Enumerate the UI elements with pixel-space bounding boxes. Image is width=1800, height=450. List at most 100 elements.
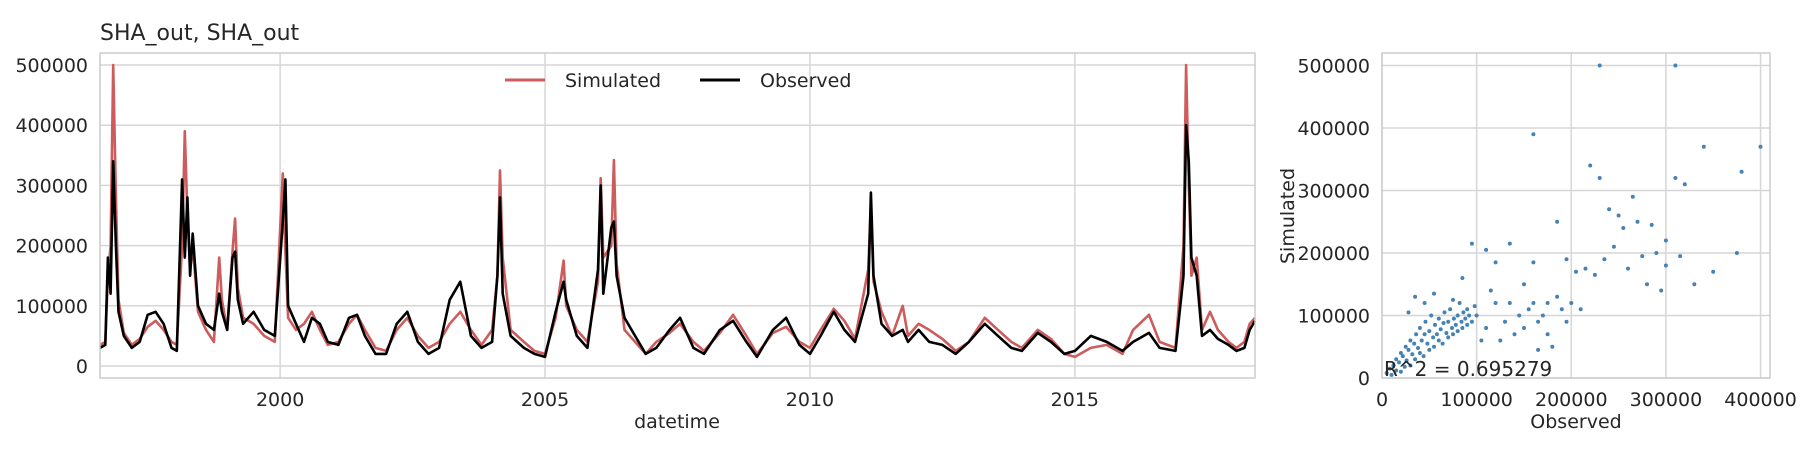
legend: Simulated Observed xyxy=(505,70,851,92)
scatter-point xyxy=(1432,291,1436,296)
scatter-y-tick-label: 300000 xyxy=(1297,181,1370,203)
scatter-x-tick-label: 400000 xyxy=(1724,389,1797,411)
scatter-point xyxy=(1611,244,1616,249)
scatter-point xyxy=(1446,335,1451,340)
scatter-point xyxy=(1654,251,1659,255)
scatter-point xyxy=(1616,213,1621,218)
scatter-point xyxy=(1673,176,1678,180)
scatter-point xyxy=(1607,207,1612,212)
y-tick-label: 0 xyxy=(76,356,88,378)
series-line-observed xyxy=(99,123,1257,359)
scatter-points xyxy=(1384,63,1763,377)
scatter-point xyxy=(1711,269,1716,274)
scatter-point xyxy=(1432,344,1436,349)
scatter-point xyxy=(1536,347,1541,352)
scatter-point xyxy=(1406,347,1411,352)
scatter-x-tick-label: 300000 xyxy=(1630,389,1703,411)
scatter-point xyxy=(1442,310,1447,315)
scatter-y-tick-labels: 0 100000 200000 300000 400000 500000 xyxy=(1297,56,1370,391)
scatter-point xyxy=(1522,282,1526,287)
scatter-point xyxy=(1559,307,1564,312)
scatter-point xyxy=(1645,282,1649,287)
scatter-point xyxy=(1640,254,1645,259)
scatter-point xyxy=(1493,301,1498,305)
scatter-point xyxy=(1512,332,1517,337)
x-tick-label: 2010 xyxy=(786,389,834,411)
scatter-point xyxy=(1414,332,1419,337)
scatter-point xyxy=(1701,144,1706,149)
scatter-point xyxy=(1602,257,1607,262)
scatter-point xyxy=(1451,316,1456,321)
scatter-x-tick-label: 0 xyxy=(1376,389,1388,411)
scatter-point xyxy=(1555,219,1560,224)
scatter-point xyxy=(1465,322,1470,327)
plot-area-frame xyxy=(99,52,1256,379)
time-series-x-tick-labels: 2000 2005 2010 2015 xyxy=(256,389,1099,411)
x-axis-label: datetime xyxy=(634,411,720,433)
scatter-point xyxy=(1400,354,1405,359)
scatter-point xyxy=(1536,319,1541,324)
scatter-point xyxy=(1431,335,1436,340)
scatter-point xyxy=(1588,163,1593,168)
scatter-point xyxy=(1465,307,1470,312)
scatter-point xyxy=(1461,310,1466,315)
scatter-point xyxy=(1451,332,1455,337)
scatter-y-tick-label: 500000 xyxy=(1297,56,1370,78)
scatter-point xyxy=(1413,357,1418,362)
scatter-y-tick-label: 400000 xyxy=(1297,118,1370,140)
scatter-point xyxy=(1416,346,1420,350)
y-tick-label: 400000 xyxy=(15,115,88,137)
scatter-point xyxy=(1592,272,1597,277)
scatter-point xyxy=(1673,63,1678,68)
scatter-point xyxy=(1448,307,1453,312)
scatter-point xyxy=(1663,263,1668,268)
scatter-point xyxy=(1413,294,1418,299)
scatter-point xyxy=(1436,338,1441,343)
scatter-point xyxy=(1488,288,1493,293)
scatter-point xyxy=(1493,260,1498,265)
scatter-point xyxy=(1659,288,1664,293)
scatter-point xyxy=(1635,219,1640,224)
scatter-point xyxy=(1427,329,1432,334)
scatter-point xyxy=(1649,222,1654,227)
scatter-point xyxy=(1398,369,1403,374)
y-tick-label: 200000 xyxy=(15,236,88,258)
scatter-point xyxy=(1394,357,1399,362)
legend-label-observed: Observed xyxy=(760,70,851,92)
scatter-point xyxy=(1545,332,1550,337)
scatter-point xyxy=(1597,176,1602,180)
scatter-point xyxy=(1446,319,1451,324)
scatter-point xyxy=(1417,326,1422,330)
y-tick-label: 500000 xyxy=(15,55,88,77)
scatter-point xyxy=(1526,307,1531,312)
scatter-point xyxy=(1406,310,1411,315)
scatter-point xyxy=(1507,241,1512,246)
scatter-point xyxy=(1597,63,1602,68)
scatter-point xyxy=(1555,294,1560,299)
scatter-point xyxy=(1391,363,1396,368)
scatter-y-axis-label: Simulated xyxy=(1277,168,1299,264)
scatter-point xyxy=(1630,194,1635,199)
time-series-lines xyxy=(99,63,1257,359)
scatter-point xyxy=(1531,301,1536,305)
scatter-point xyxy=(1739,169,1744,174)
scatter-point xyxy=(1434,332,1439,337)
scatter-point xyxy=(1498,338,1503,343)
scatter-point xyxy=(1404,358,1409,363)
scatter-x-tick-label: 100000 xyxy=(1440,389,1513,411)
scatter-plot-background xyxy=(1382,53,1770,378)
time-series-panel: SHA_out, SHA_out 0 100000 200000 300000 4000… xyxy=(15,21,1257,433)
scatter-panel: 0 100000 200000 300000 400000 500000 0 100000 2… xyxy=(1277,52,1797,433)
scatter-point xyxy=(1503,319,1507,324)
time-series-gridlines xyxy=(100,53,1255,378)
scatter-x-axis-label: Observed xyxy=(1530,411,1621,433)
scatter-point xyxy=(1682,182,1687,187)
scatter-point xyxy=(1678,254,1683,259)
scatter-point xyxy=(1460,276,1465,280)
scatter-point xyxy=(1460,326,1465,330)
scatter-point xyxy=(1531,132,1536,137)
scatter-point xyxy=(1692,282,1697,287)
scatter-point xyxy=(1412,341,1417,346)
scatter-point xyxy=(1450,326,1454,330)
scatter-point xyxy=(1453,322,1458,327)
